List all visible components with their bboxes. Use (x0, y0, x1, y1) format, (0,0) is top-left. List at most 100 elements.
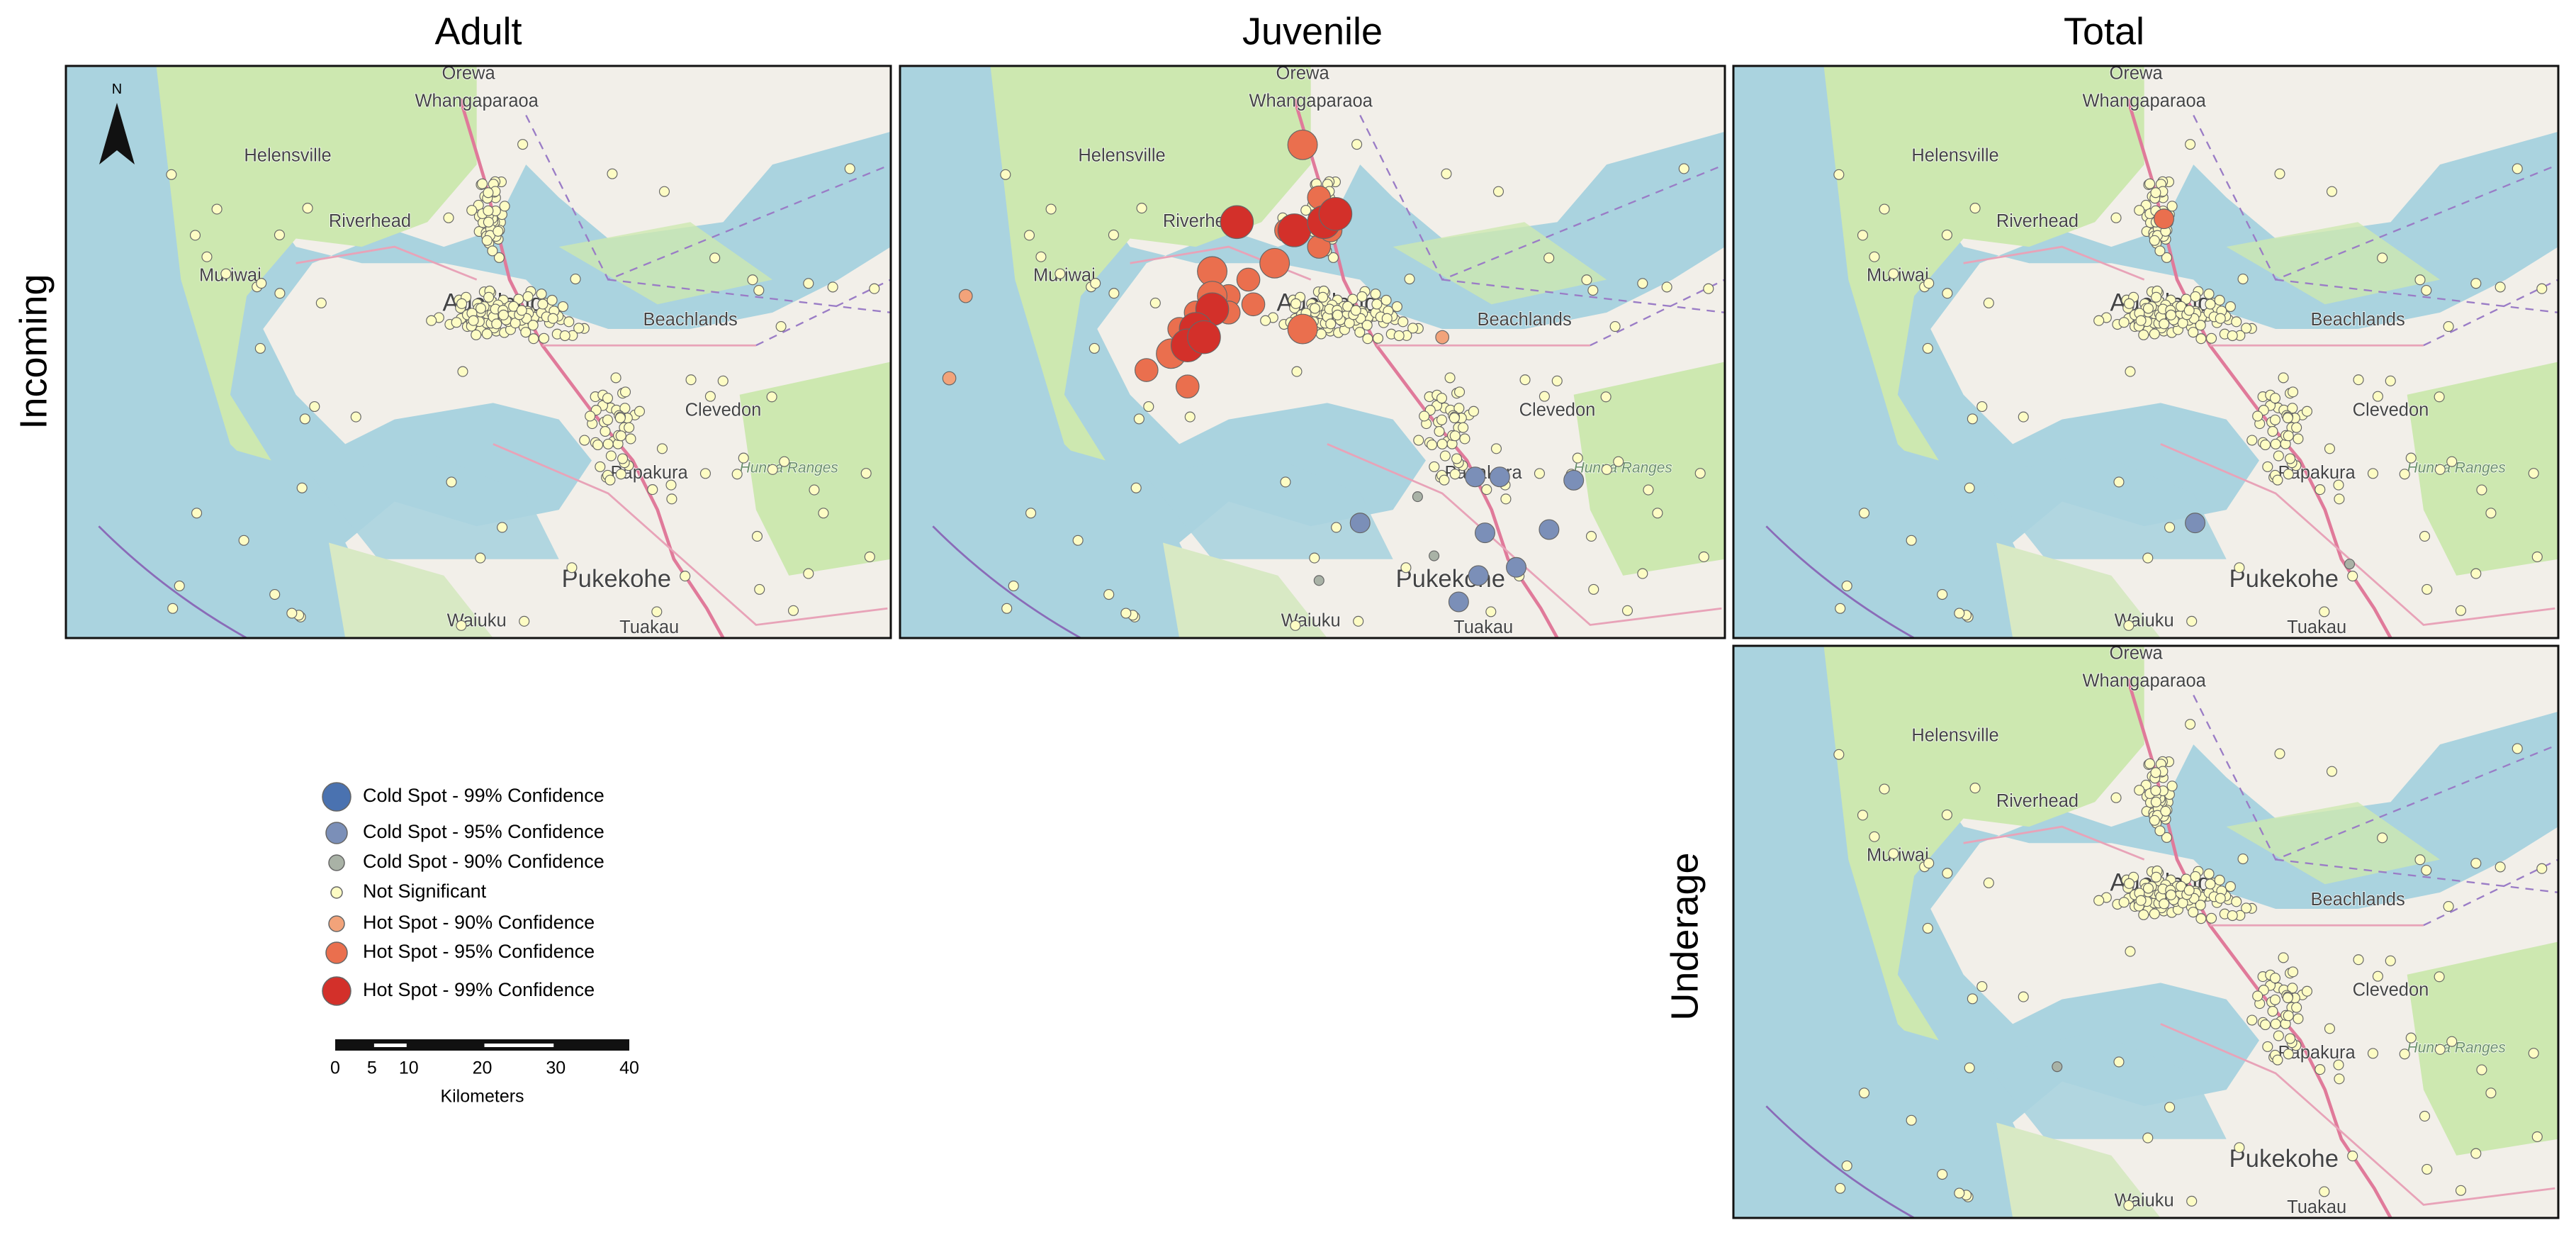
place-label: Clevedon (2353, 401, 2429, 420)
north-label: N (112, 82, 122, 97)
hotspot-dot (2353, 374, 2364, 386)
place-label: Pukekohe (1395, 566, 1505, 593)
hotspot-dot (2260, 1019, 2271, 1031)
hotspot-dot (2142, 303, 2154, 314)
hotspot-dot (2287, 403, 2298, 414)
hotspot-dot (2278, 952, 2289, 963)
hotspot-dot (1964, 1062, 1975, 1073)
hotspot-dot (1643, 484, 1654, 496)
hotspot-dot (2110, 792, 2122, 803)
hotspot-dot (1327, 252, 1339, 263)
panel-border (899, 65, 1726, 639)
hotspot-dot (615, 469, 626, 480)
hotspot-dot (1313, 575, 1324, 586)
hotspot-dot (491, 318, 502, 330)
hotspot-dot (2319, 606, 2330, 617)
hotspot-dot (592, 439, 604, 451)
map-panel: Orewa Whangaparaoa Helensville Riverhead Mur… (66, 66, 891, 638)
hotspot-dot (2252, 990, 2263, 1002)
hotspot-dot (1309, 552, 1320, 564)
hotspot-dot (1130, 482, 1142, 493)
hotspot-dot (2144, 758, 2156, 769)
hotspot-dot (2214, 874, 2225, 885)
hotspot-dot (1444, 372, 1456, 384)
hotspot-dot (269, 589, 281, 600)
hotspot-dot (2283, 1049, 2294, 1060)
hotspot-dot (2195, 913, 2207, 924)
hotspot-dot (1888, 268, 1899, 279)
hotspot-dot (2287, 983, 2298, 994)
hotspot-dot (166, 169, 177, 180)
hotspot-dot (605, 450, 617, 462)
hotspot-dot (1942, 868, 1953, 879)
hotspot-dot (2528, 468, 2539, 479)
legend-label: Hot Spot - 90% Confidence (363, 912, 595, 933)
hotspot-dot (2443, 321, 2454, 332)
hotspot-dot (547, 313, 558, 324)
hotspot-dot (2385, 375, 2396, 386)
place-label: Tuakau (1453, 617, 1513, 637)
hotspot-dot (1025, 508, 1037, 519)
hotspot-dot (1404, 274, 1415, 285)
scale-tick-label: 20 (473, 1058, 493, 1078)
hotspot-dot (1449, 430, 1461, 442)
place-label: Helensville (1078, 145, 1165, 165)
hotspot-dot (471, 329, 482, 340)
hotspot-dot (1500, 493, 1512, 505)
hotspot-dot (2185, 139, 2196, 150)
hotspot-dot (1184, 411, 1196, 423)
hotspot-dot (2018, 991, 2029, 1002)
hotspot-dot (1519, 374, 1531, 386)
hotspot-dot (1001, 603, 1013, 614)
hotspot-dot (1451, 453, 1463, 464)
place-label: Riverhead (1996, 211, 2079, 231)
hotspot-dot (2283, 469, 2294, 480)
hotspot-dot (1133, 413, 1144, 425)
hotspot-dot (709, 252, 721, 264)
hotspot-dot (2434, 391, 2445, 403)
hotspot-dot (2205, 912, 2217, 924)
hotspot-dot (468, 315, 479, 326)
legend-label: Not Significant (363, 880, 487, 902)
hotspot-dot (1351, 139, 1363, 150)
hotspot-dot (2274, 748, 2285, 759)
hotspot-dot (775, 321, 787, 332)
place-label: Papakura (2278, 1043, 2356, 1063)
hotspot-dot (1290, 298, 1302, 309)
hotspot-dot (2476, 1064, 2487, 1075)
hotspot-dot (2227, 330, 2238, 342)
hotspot-dot (2203, 868, 2215, 880)
legend-symbol (322, 782, 351, 812)
place-label: Clevedon (685, 401, 762, 420)
hotspot-dot (536, 289, 547, 300)
hotspot-dot (2301, 406, 2313, 417)
hotspot-dot (2142, 1132, 2154, 1143)
hotspot-dot (2326, 186, 2338, 197)
hotspot-dot (685, 374, 697, 386)
hotspot-dot (2125, 946, 2136, 957)
hotspot-dot (1954, 1187, 1965, 1199)
hotspot-dot (2367, 1048, 2378, 1059)
hotspot-dot (1362, 333, 1373, 345)
hotspot-dot (426, 315, 437, 326)
hotspot-dot (1703, 283, 1714, 294)
scale-tick-label: 0 (330, 1058, 340, 1078)
hotspot-dot (456, 298, 468, 309)
hotspot-dot (2285, 1033, 2296, 1044)
place-label: Clevedon (1519, 401, 1596, 420)
hotspot-dot (1089, 342, 1100, 354)
hotspot-dot (2161, 252, 2172, 263)
hotspot-dot (2149, 235, 2160, 246)
hotspot-dot (2190, 871, 2201, 882)
hotspot-dot (2333, 1059, 2344, 1070)
hotspot-dot (1888, 848, 1899, 859)
hotspot-dot (617, 453, 629, 464)
hotspot-dot (2291, 422, 2302, 433)
hotspot-dot (2262, 1041, 2273, 1052)
hotspot-dot (2414, 854, 2426, 866)
scale-tick-label: 30 (546, 1058, 566, 1078)
hotspot-dot (2405, 1032, 2417, 1044)
hotspot-dot (2377, 252, 2388, 264)
hotspot-dot (579, 435, 590, 446)
place-label: Helensville (1911, 725, 1998, 745)
